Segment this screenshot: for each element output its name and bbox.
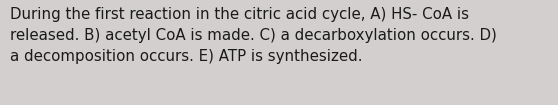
Text: During the first reaction in the citric acid cycle, A) HS- CoA is
released. B) a: During the first reaction in the citric … xyxy=(10,7,497,64)
